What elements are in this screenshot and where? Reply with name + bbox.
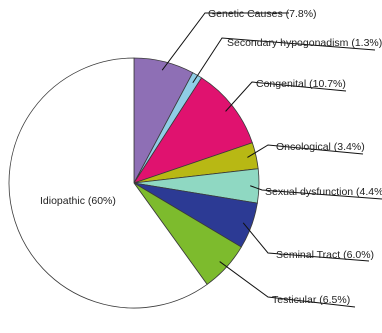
leader-line-oncological bbox=[247, 144, 364, 158]
leader-lines bbox=[161, 12, 382, 308]
pie-slice-idiopathic bbox=[8, 57, 208, 309]
leader-line-testicular bbox=[219, 261, 356, 308]
slice-label-seminal-tract: Seminal Tract (6.0%) bbox=[276, 249, 374, 261]
slice-label-genetic-causes: Genetic Causes (7.8%) bbox=[208, 8, 317, 20]
slice-labels: Genetic Causes (7.8%) Secondary hypogonad… bbox=[40, 8, 382, 306]
slice-label-idiopathic: Idiopathic (60%) bbox=[40, 195, 116, 207]
pie-slice-congenital bbox=[133, 77, 253, 184]
slice-label-congenital: Congenital (10.7%) bbox=[256, 78, 346, 90]
pie-slices bbox=[8, 57, 260, 309]
leader-line-genetic-causes bbox=[161, 12, 289, 71]
leader-line-sexual-dysfunction bbox=[250, 185, 382, 200]
slice-label-secondary-hypogonadism: Secondary hypogonadism (1.3%) bbox=[227, 37, 382, 49]
slice-label-oncological: Oncological (3.4%) bbox=[276, 141, 365, 153]
leader-line-congenital bbox=[225, 81, 347, 112]
leader-line-seminal-tract bbox=[242, 222, 370, 262]
slice-label-testicular: Testicular (6.5%) bbox=[272, 294, 350, 306]
leader-line-secondary-hypogonadism bbox=[192, 37, 376, 83]
slice-label-sexual-dysfunction: Sexual dysfunction (4.4%) bbox=[265, 186, 382, 198]
